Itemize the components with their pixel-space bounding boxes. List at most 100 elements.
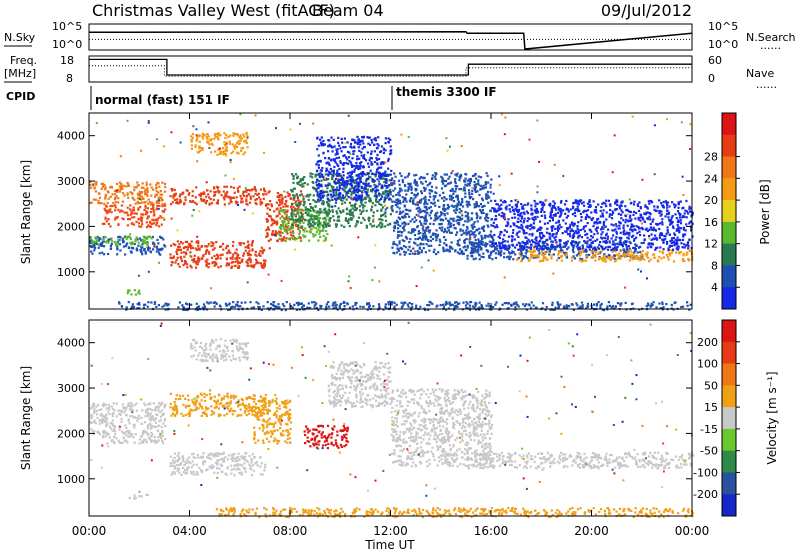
scatter-cell xyxy=(483,243,486,247)
scatter-cell xyxy=(255,254,258,257)
scatter-cell xyxy=(154,219,157,222)
scatter-cell xyxy=(363,197,366,200)
scatter-cell xyxy=(554,248,557,251)
scatter-cell xyxy=(489,253,492,256)
scatter-cell xyxy=(481,205,484,208)
scatter-cell xyxy=(197,245,200,248)
scatter-cell xyxy=(287,218,290,221)
scatter-cell xyxy=(318,194,321,197)
scatter-cell xyxy=(520,212,523,215)
scatter-cell xyxy=(251,241,254,244)
scatter-cell xyxy=(586,245,589,248)
scatter-cell xyxy=(626,253,629,256)
scatter-cell xyxy=(358,173,361,176)
scatter-cell xyxy=(175,259,178,262)
scatter-cell xyxy=(330,185,333,188)
scatter-cell xyxy=(678,231,681,234)
scatter-cell xyxy=(332,191,335,194)
scatter-cell xyxy=(230,261,233,264)
scatter-cell xyxy=(194,144,197,147)
scatter-cell xyxy=(460,233,463,236)
scatter-cell xyxy=(283,220,286,223)
scatter-cell xyxy=(666,231,669,234)
scatter-cell xyxy=(426,184,429,187)
scatter-cell xyxy=(333,145,336,148)
scatter-cell xyxy=(308,209,311,212)
scatter-cell xyxy=(309,172,312,175)
scatter-cell xyxy=(670,242,673,245)
scatter-cell xyxy=(104,188,107,191)
scatter-cell xyxy=(161,181,164,184)
scatter-cell xyxy=(276,192,279,195)
scatter-cell xyxy=(327,145,330,148)
scatter-cell xyxy=(295,218,298,222)
scatter-cell xyxy=(565,252,568,255)
scatter-cell xyxy=(319,217,322,220)
scatter-cell xyxy=(682,254,685,257)
scatter-cell xyxy=(360,221,363,224)
scatter-cell xyxy=(178,201,181,204)
scatter-cell xyxy=(292,235,295,238)
scatter-cell xyxy=(444,238,447,241)
scatter-cell xyxy=(540,259,543,262)
scatter-cell xyxy=(279,203,282,206)
scatter-cell xyxy=(431,238,435,241)
scatter-cell xyxy=(604,225,607,228)
scatter-cell xyxy=(502,201,505,204)
scatter-cell xyxy=(419,201,422,204)
scatter-cell xyxy=(411,228,414,231)
scatter-cell xyxy=(393,172,396,175)
scatter-cell xyxy=(109,225,112,228)
scatter-cell xyxy=(227,251,230,254)
scatter-cell xyxy=(111,193,114,196)
scatter-cell xyxy=(413,193,416,196)
scatter-cell xyxy=(544,252,547,255)
scatter-cell xyxy=(566,214,570,217)
scatter-cell xyxy=(531,217,534,220)
scatter-cell xyxy=(216,186,219,189)
scatter-cell xyxy=(291,238,295,241)
scatter-cell xyxy=(523,220,526,223)
scatter-cell xyxy=(213,193,217,196)
scatter-cell xyxy=(489,235,492,238)
scatter-cell xyxy=(552,233,555,236)
scatter-cell xyxy=(291,227,295,230)
scatter-cell xyxy=(414,238,417,241)
scatter-cell xyxy=(97,201,100,205)
scatter-cell xyxy=(564,230,567,233)
scatter-cell xyxy=(520,203,523,206)
scatter-cell xyxy=(427,244,430,247)
scatter-cell xyxy=(523,212,526,215)
scatter-cell xyxy=(596,238,599,241)
scatter-cell xyxy=(207,135,210,138)
scatter-cell xyxy=(150,194,153,197)
scatter-cell xyxy=(355,174,358,177)
scatter-cell xyxy=(177,249,180,252)
scatter-cell xyxy=(109,245,112,248)
scatter-cell xyxy=(629,228,632,231)
scatter-cell xyxy=(146,189,149,192)
scatter-cell xyxy=(505,230,509,233)
scatter-cell xyxy=(618,227,621,230)
scatter-cell xyxy=(575,208,578,211)
scatter-cell xyxy=(474,187,477,190)
scatter-cell xyxy=(397,227,400,230)
scatter-cell xyxy=(103,253,106,256)
scatter-cell xyxy=(469,251,472,254)
scatter-cell xyxy=(480,241,483,245)
scatter-cell xyxy=(542,242,545,246)
scatter-cell xyxy=(158,185,161,188)
scatter-cell xyxy=(498,241,501,244)
scatter-cell xyxy=(426,227,429,230)
scatter-cell xyxy=(382,308,385,311)
scatter-cell xyxy=(586,255,589,258)
scatter-cell xyxy=(367,162,370,165)
scatter-cell xyxy=(186,248,189,251)
scatter-cell xyxy=(269,215,272,218)
scatter-cell xyxy=(268,308,271,311)
scatter-cell xyxy=(601,259,604,262)
scatter-cell xyxy=(336,186,339,189)
scatter-cell xyxy=(443,213,446,216)
scatter-cell xyxy=(515,233,518,236)
scatter-cell xyxy=(202,254,205,258)
